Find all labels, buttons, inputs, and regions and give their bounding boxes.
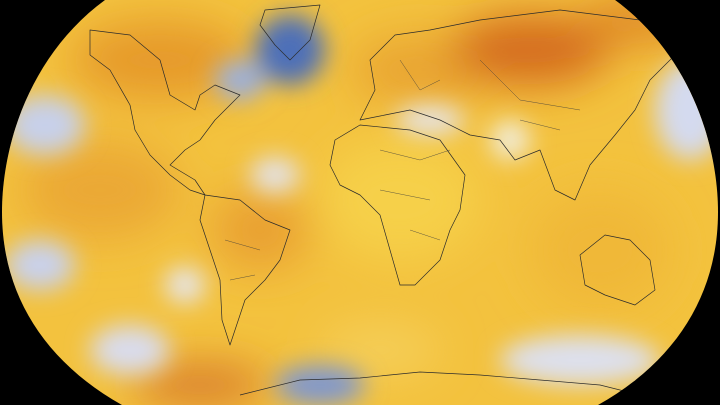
coastlines [89, 4, 681, 396]
australia [579, 234, 656, 306]
antarctica [239, 371, 641, 396]
south-america [199, 194, 291, 346]
cool-regions [5, 15, 718, 405]
eurasia [359, 9, 681, 201]
africa [329, 124, 466, 286]
greenland [259, 4, 321, 61]
north-america [89, 29, 241, 196]
borders [224, 59, 581, 281]
